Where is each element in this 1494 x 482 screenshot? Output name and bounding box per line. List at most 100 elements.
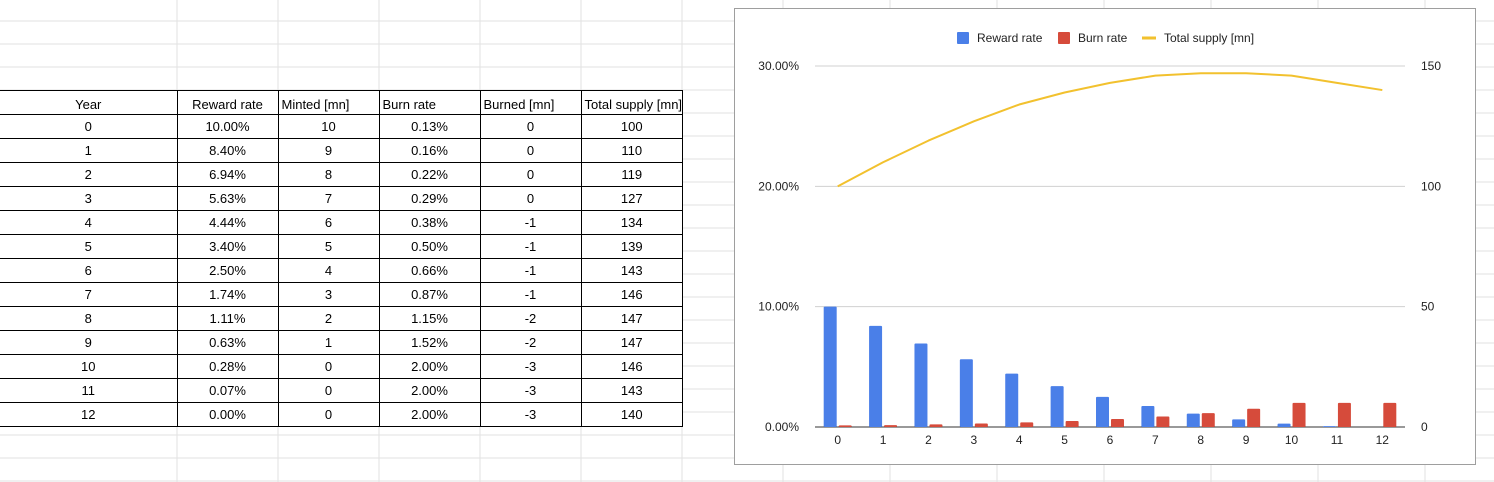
cell-burn-rate[interactable]: 0.29%: [378, 186, 481, 211]
cell-burned[interactable]: 0: [479, 186, 582, 211]
header-reward-rate[interactable]: Reward rate: [176, 90, 279, 115]
cell-burned[interactable]: 0: [479, 114, 582, 139]
cell-burn-rate[interactable]: 0.50%: [378, 234, 481, 259]
cell-total-supply[interactable]: 139: [580, 234, 684, 259]
cell-reward-rate[interactable]: 8.40%: [176, 138, 279, 163]
cell-reward-rate[interactable]: 6.94%: [176, 162, 279, 187]
cell-burned[interactable]: -3: [479, 402, 582, 427]
cell-burn-rate[interactable]: 0.16%: [378, 138, 481, 163]
cell-year[interactable]: 5: [0, 234, 178, 259]
cell-minted[interactable]: 7: [277, 186, 380, 211]
legend-label: Burn rate: [1078, 31, 1128, 45]
cell-burned[interactable]: -1: [479, 282, 582, 307]
cell-total-supply[interactable]: 110: [580, 138, 684, 163]
cell-minted[interactable]: 3: [277, 282, 380, 307]
cell-reward-rate[interactable]: 3.40%: [176, 234, 279, 259]
cell-minted[interactable]: 0: [277, 378, 380, 403]
cell-year[interactable]: 0: [0, 114, 178, 139]
cell-burn-rate[interactable]: 0.22%: [378, 162, 481, 187]
bar-burn-rate: [1020, 422, 1034, 427]
left-tick-label: 30.00%: [758, 59, 799, 73]
cell-reward-rate[interactable]: 1.11%: [176, 306, 279, 331]
cell-reward-rate[interactable]: 0.00%: [176, 402, 279, 427]
cell-minted[interactable]: 1: [277, 330, 380, 355]
header-total-supply[interactable]: Total supply [mn]: [580, 90, 684, 115]
cell-total-supply[interactable]: 134: [580, 210, 684, 235]
header-minted[interactable]: Minted [mn]: [277, 90, 380, 115]
cell-year[interactable]: 7: [0, 282, 178, 307]
cell-burned[interactable]: -1: [479, 210, 582, 235]
header-burned[interactable]: Burned [mn]: [479, 90, 582, 115]
cell-reward-rate[interactable]: 0.28%: [176, 354, 279, 379]
cell-year[interactable]: 6: [0, 258, 178, 283]
bar-reward-rate: [959, 359, 973, 427]
cell-minted[interactable]: 0: [277, 402, 380, 427]
cell-minted[interactable]: 9: [277, 138, 380, 163]
cell-year[interactable]: 11: [0, 378, 178, 403]
cell-minted[interactable]: 10: [277, 114, 380, 139]
cell-burn-rate[interactable]: 2.00%: [378, 354, 481, 379]
combo-chart[interactable]: 0.00% 10.00% 20.00% 30.00% 0 50 100 150 0 1 2 3 4 5 6 7…: [734, 8, 1476, 465]
cell-total-supply[interactable]: 143: [580, 378, 684, 403]
cell-burn-rate[interactable]: 0.87%: [378, 282, 481, 307]
cell-total-supply[interactable]: 143: [580, 258, 684, 283]
cell-reward-rate[interactable]: 4.44%: [176, 210, 279, 235]
cell-burned[interactable]: -1: [479, 258, 582, 283]
cell-total-supply[interactable]: 147: [580, 330, 684, 355]
x-tick-label: 0: [834, 433, 841, 447]
cell-minted[interactable]: 5: [277, 234, 380, 259]
cell-reward-rate[interactable]: 5.63%: [176, 186, 279, 211]
cell-total-supply[interactable]: 127: [580, 186, 684, 211]
cell-burned[interactable]: -2: [479, 306, 582, 331]
cell-reward-rate[interactable]: 2.50%: [176, 258, 279, 283]
cell-burn-rate[interactable]: 1.15%: [378, 306, 481, 331]
cell-burn-rate[interactable]: 2.00%: [378, 402, 481, 427]
right-tick-label: 100: [1421, 179, 1441, 193]
x-tick-label: 1: [880, 433, 887, 447]
cell-total-supply[interactable]: 140: [580, 402, 684, 427]
cell-burn-rate[interactable]: 1.52%: [378, 330, 481, 355]
cell-total-supply[interactable]: 147: [580, 306, 684, 331]
legend-swatch: [1058, 32, 1070, 44]
cell-burned[interactable]: -3: [479, 354, 582, 379]
bar-burn-rate: [1292, 402, 1306, 427]
cell-year[interactable]: 12: [0, 402, 178, 427]
cell-year[interactable]: 3: [0, 186, 178, 211]
cell-reward-rate[interactable]: 0.63%: [176, 330, 279, 355]
cell-reward-rate[interactable]: 0.07%: [176, 378, 279, 403]
cell-minted[interactable]: 6: [277, 210, 380, 235]
cell-burn-rate[interactable]: 0.13%: [378, 114, 481, 139]
cell-burned[interactable]: -2: [479, 330, 582, 355]
cell-total-supply[interactable]: 146: [580, 282, 684, 307]
cell-burned[interactable]: -3: [479, 378, 582, 403]
cell-minted[interactable]: 0: [277, 354, 380, 379]
cell-reward-rate[interactable]: 10.00%: [176, 114, 279, 139]
data-table: Year Reward rate Minted [mn] Burn rate B…: [0, 90, 684, 427]
bar-burn-rate: [974, 423, 988, 427]
cell-burn-rate[interactable]: 2.00%: [378, 378, 481, 403]
cell-minted[interactable]: 8: [277, 162, 380, 187]
cell-year[interactable]: 10: [0, 354, 178, 379]
cell-burned[interactable]: 0: [479, 138, 582, 163]
cell-year[interactable]: 1: [0, 138, 178, 163]
header-year[interactable]: Year: [0, 90, 178, 115]
cell-burn-rate[interactable]: 0.66%: [378, 258, 481, 283]
legend-label: Total supply [mn]: [1164, 31, 1254, 45]
cell-year[interactable]: 4: [0, 210, 178, 235]
cell-total-supply[interactable]: 146: [580, 354, 684, 379]
table-row: 8 1.11% 2 1.15% -2 147: [0, 306, 684, 331]
cell-total-supply[interactable]: 119: [580, 162, 684, 187]
cell-burned[interactable]: 0: [479, 162, 582, 187]
cell-minted[interactable]: 4: [277, 258, 380, 283]
cell-burn-rate[interactable]: 0.38%: [378, 210, 481, 235]
cell-year[interactable]: 2: [0, 162, 178, 187]
cell-minted[interactable]: 2: [277, 306, 380, 331]
cell-year[interactable]: 8: [0, 306, 178, 331]
cell-year[interactable]: 9: [0, 330, 178, 355]
cell-total-supply[interactable]: 100: [580, 114, 684, 139]
x-tick-label: 2: [925, 433, 932, 447]
header-burn-rate[interactable]: Burn rate: [378, 90, 481, 115]
cell-reward-rate[interactable]: 1.74%: [176, 282, 279, 307]
cell-burned[interactable]: -1: [479, 234, 582, 259]
